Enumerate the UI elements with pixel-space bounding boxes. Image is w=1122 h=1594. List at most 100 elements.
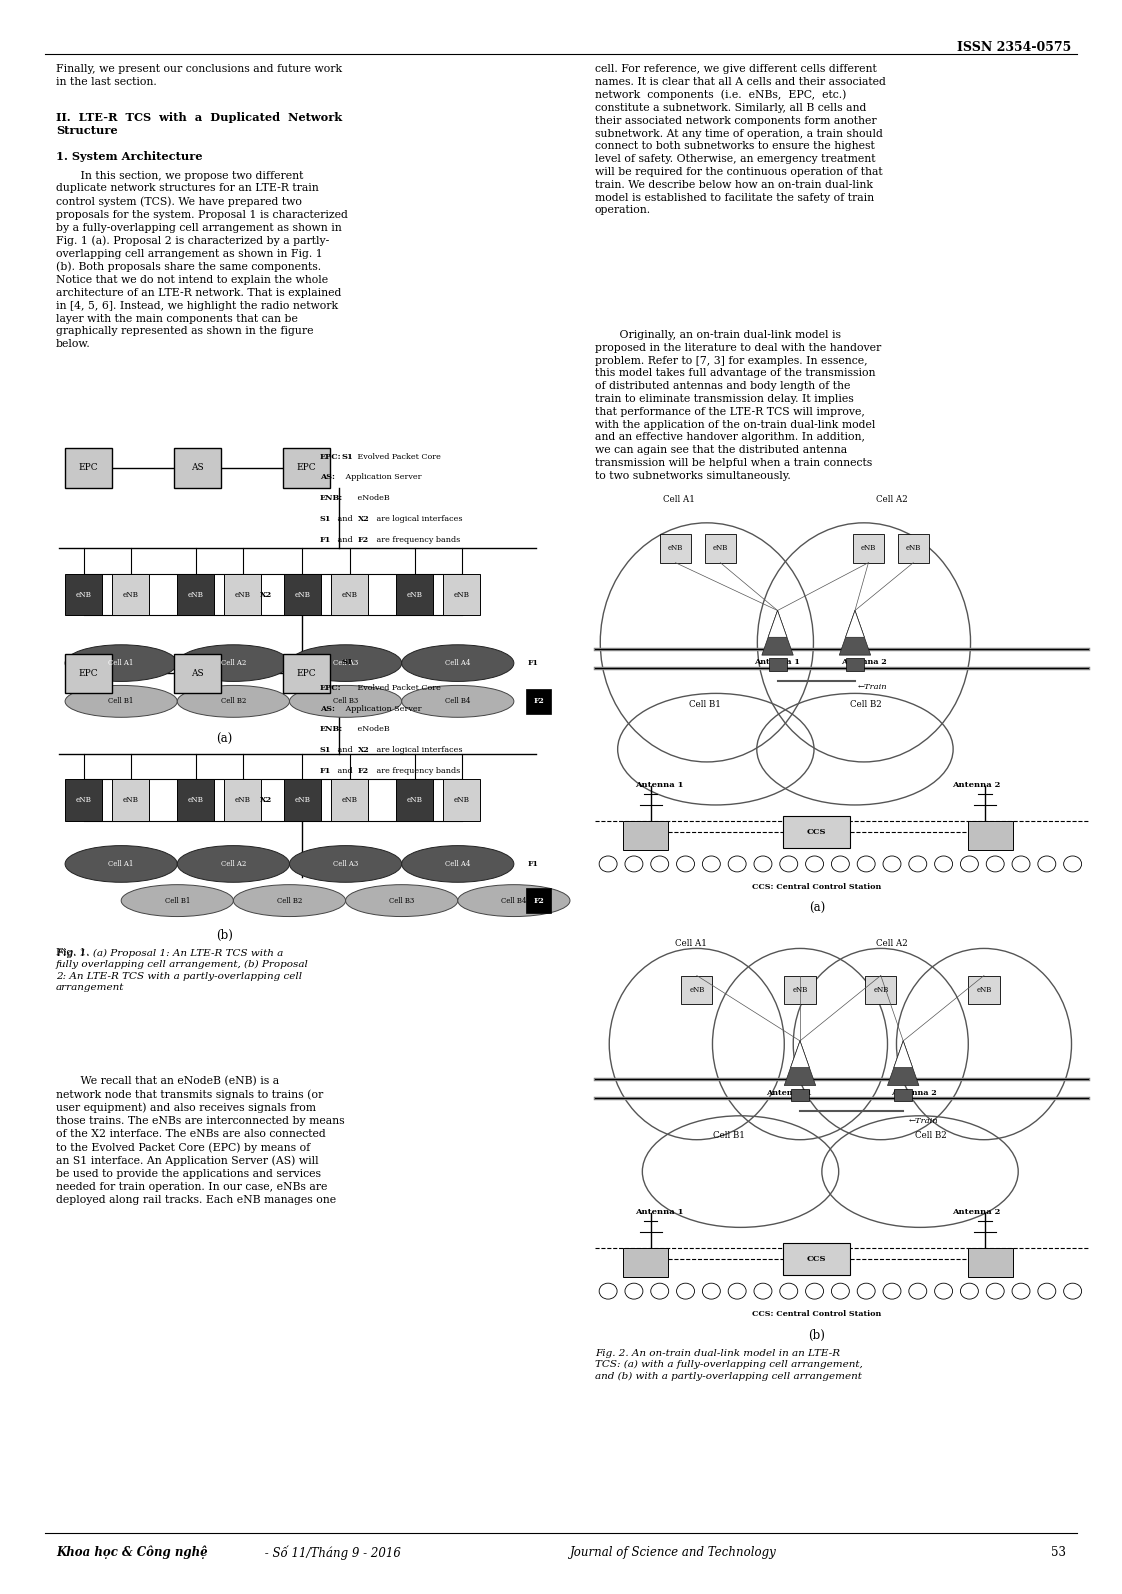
Bar <box>783 816 850 848</box>
Bar <box>526 689 551 714</box>
Text: Antenna 1: Antenna 1 <box>635 781 684 789</box>
Text: F1: F1 <box>320 536 331 544</box>
Ellipse shape <box>625 856 643 872</box>
Text: (b): (b) <box>215 929 233 942</box>
Text: Cell A4: Cell A4 <box>445 658 470 668</box>
Polygon shape <box>784 1041 816 1086</box>
Text: Cell B1: Cell B1 <box>109 697 134 706</box>
Text: Journal of Science and Technology: Journal of Science and Technology <box>570 1546 776 1559</box>
Text: are frequency bands: are frequency bands <box>374 767 460 775</box>
Text: ENB:: ENB: <box>320 725 343 733</box>
Text: EPC: EPC <box>79 464 99 472</box>
Text: Antenna 1: Antenna 1 <box>635 1208 684 1216</box>
Text: eNB: eNB <box>712 544 728 553</box>
Text: Cell A1: Cell A1 <box>109 859 134 869</box>
Ellipse shape <box>1064 856 1082 872</box>
Ellipse shape <box>651 856 669 872</box>
Bar <box>791 1089 809 1101</box>
Text: S1: S1 <box>320 746 331 754</box>
Text: Cell A2: Cell A2 <box>876 494 908 504</box>
Text: Cell A1: Cell A1 <box>109 658 134 668</box>
Bar <box>396 779 433 821</box>
Ellipse shape <box>1012 856 1030 872</box>
Text: eNB: eNB <box>905 544 921 553</box>
Text: eNB: eNB <box>453 795 470 805</box>
Text: F1: F1 <box>527 658 539 668</box>
Bar <box>865 976 896 1004</box>
Ellipse shape <box>935 1283 953 1299</box>
Bar <box>284 779 321 821</box>
Ellipse shape <box>402 846 514 883</box>
Ellipse shape <box>289 846 402 883</box>
Text: Cell A2: Cell A2 <box>876 939 908 948</box>
Text: eNB: eNB <box>294 590 311 599</box>
Text: S1: S1 <box>341 658 353 666</box>
Ellipse shape <box>1064 1283 1082 1299</box>
Ellipse shape <box>1038 856 1056 872</box>
Text: EPC: EPC <box>79 669 99 677</box>
Text: eNB: eNB <box>294 795 311 805</box>
Text: Cell A2: Cell A2 <box>221 658 246 668</box>
Ellipse shape <box>65 685 177 717</box>
Text: Originally, an on-train dual-link model is
proposed in the literature to deal wi: Originally, an on-train dual-link model … <box>595 330 881 481</box>
Text: eNB: eNB <box>861 544 876 553</box>
Bar <box>783 1243 850 1275</box>
Text: S1: S1 <box>341 453 353 461</box>
Text: Cell B2: Cell B2 <box>916 1130 947 1140</box>
Ellipse shape <box>806 1283 824 1299</box>
Text: - Số 11/Tháng 9 - 2016: - Số 11/Tháng 9 - 2016 <box>261 1545 402 1561</box>
Text: Evolved Packet Core: Evolved Packet Core <box>355 684 441 692</box>
Bar <box>784 976 816 1004</box>
Ellipse shape <box>883 856 901 872</box>
Bar <box>846 658 864 671</box>
Text: eNB: eNB <box>689 985 705 995</box>
Text: 53: 53 <box>1051 1546 1066 1559</box>
Polygon shape <box>846 611 864 638</box>
Bar <box>968 1248 1013 1277</box>
Text: are logical interfaces: are logical interfaces <box>374 746 462 754</box>
Text: Cell A3: Cell A3 <box>333 859 358 869</box>
Text: Evolved Packet Core: Evolved Packet Core <box>355 453 441 461</box>
Text: Fig. 2. An on-train dual-link model in an LTE-R
TCS: (a) with a fully-overlappin: Fig. 2. An on-train dual-link model in a… <box>595 1349 863 1380</box>
Text: EPC:: EPC: <box>320 453 341 461</box>
Ellipse shape <box>728 856 746 872</box>
Bar <box>177 779 214 821</box>
Ellipse shape <box>702 1283 720 1299</box>
Ellipse shape <box>1038 1283 1056 1299</box>
Text: eNodeB: eNodeB <box>355 494 389 502</box>
Ellipse shape <box>402 646 514 682</box>
Ellipse shape <box>986 856 1004 872</box>
Bar <box>284 574 321 615</box>
Text: eNB: eNB <box>406 590 423 599</box>
Text: eNB: eNB <box>341 590 358 599</box>
Bar <box>396 574 433 615</box>
Text: EPC:: EPC: <box>320 684 341 692</box>
Text: Cell B3: Cell B3 <box>389 896 414 905</box>
Ellipse shape <box>289 685 402 717</box>
Text: Cell B2: Cell B2 <box>850 700 882 709</box>
Ellipse shape <box>1012 1283 1030 1299</box>
Text: Antenna 2: Antenna 2 <box>951 781 1001 789</box>
Text: Antenna 2: Antenna 2 <box>892 1089 937 1097</box>
Text: eNB: eNB <box>873 985 889 995</box>
Text: and: and <box>335 746 356 754</box>
Text: Antenna 1: Antenna 1 <box>755 658 800 666</box>
Text: (b): (b) <box>808 1329 826 1342</box>
Bar <box>177 574 214 615</box>
Text: Fig. 1.  (a) Proposal 1: An LTE-R TCS with a
fully overlapping cell arrangement,: Fig. 1.  (a) Proposal 1: An LTE-R TCS wi… <box>56 948 309 988</box>
Ellipse shape <box>960 856 978 872</box>
Text: (a): (a) <box>809 902 825 915</box>
Polygon shape <box>839 611 871 655</box>
Ellipse shape <box>857 1283 875 1299</box>
Text: 1. System Architecture: 1. System Architecture <box>56 151 203 163</box>
Bar <box>224 779 261 821</box>
Text: Fig. 1.: Fig. 1. <box>56 948 93 958</box>
Ellipse shape <box>831 856 849 872</box>
Text: (a): (a) <box>217 733 232 746</box>
Text: eNB: eNB <box>234 795 251 805</box>
Polygon shape <box>762 611 793 655</box>
Bar <box>443 574 480 615</box>
Text: ←Train: ←Train <box>909 1116 938 1125</box>
Bar <box>112 779 149 821</box>
Ellipse shape <box>599 1283 617 1299</box>
